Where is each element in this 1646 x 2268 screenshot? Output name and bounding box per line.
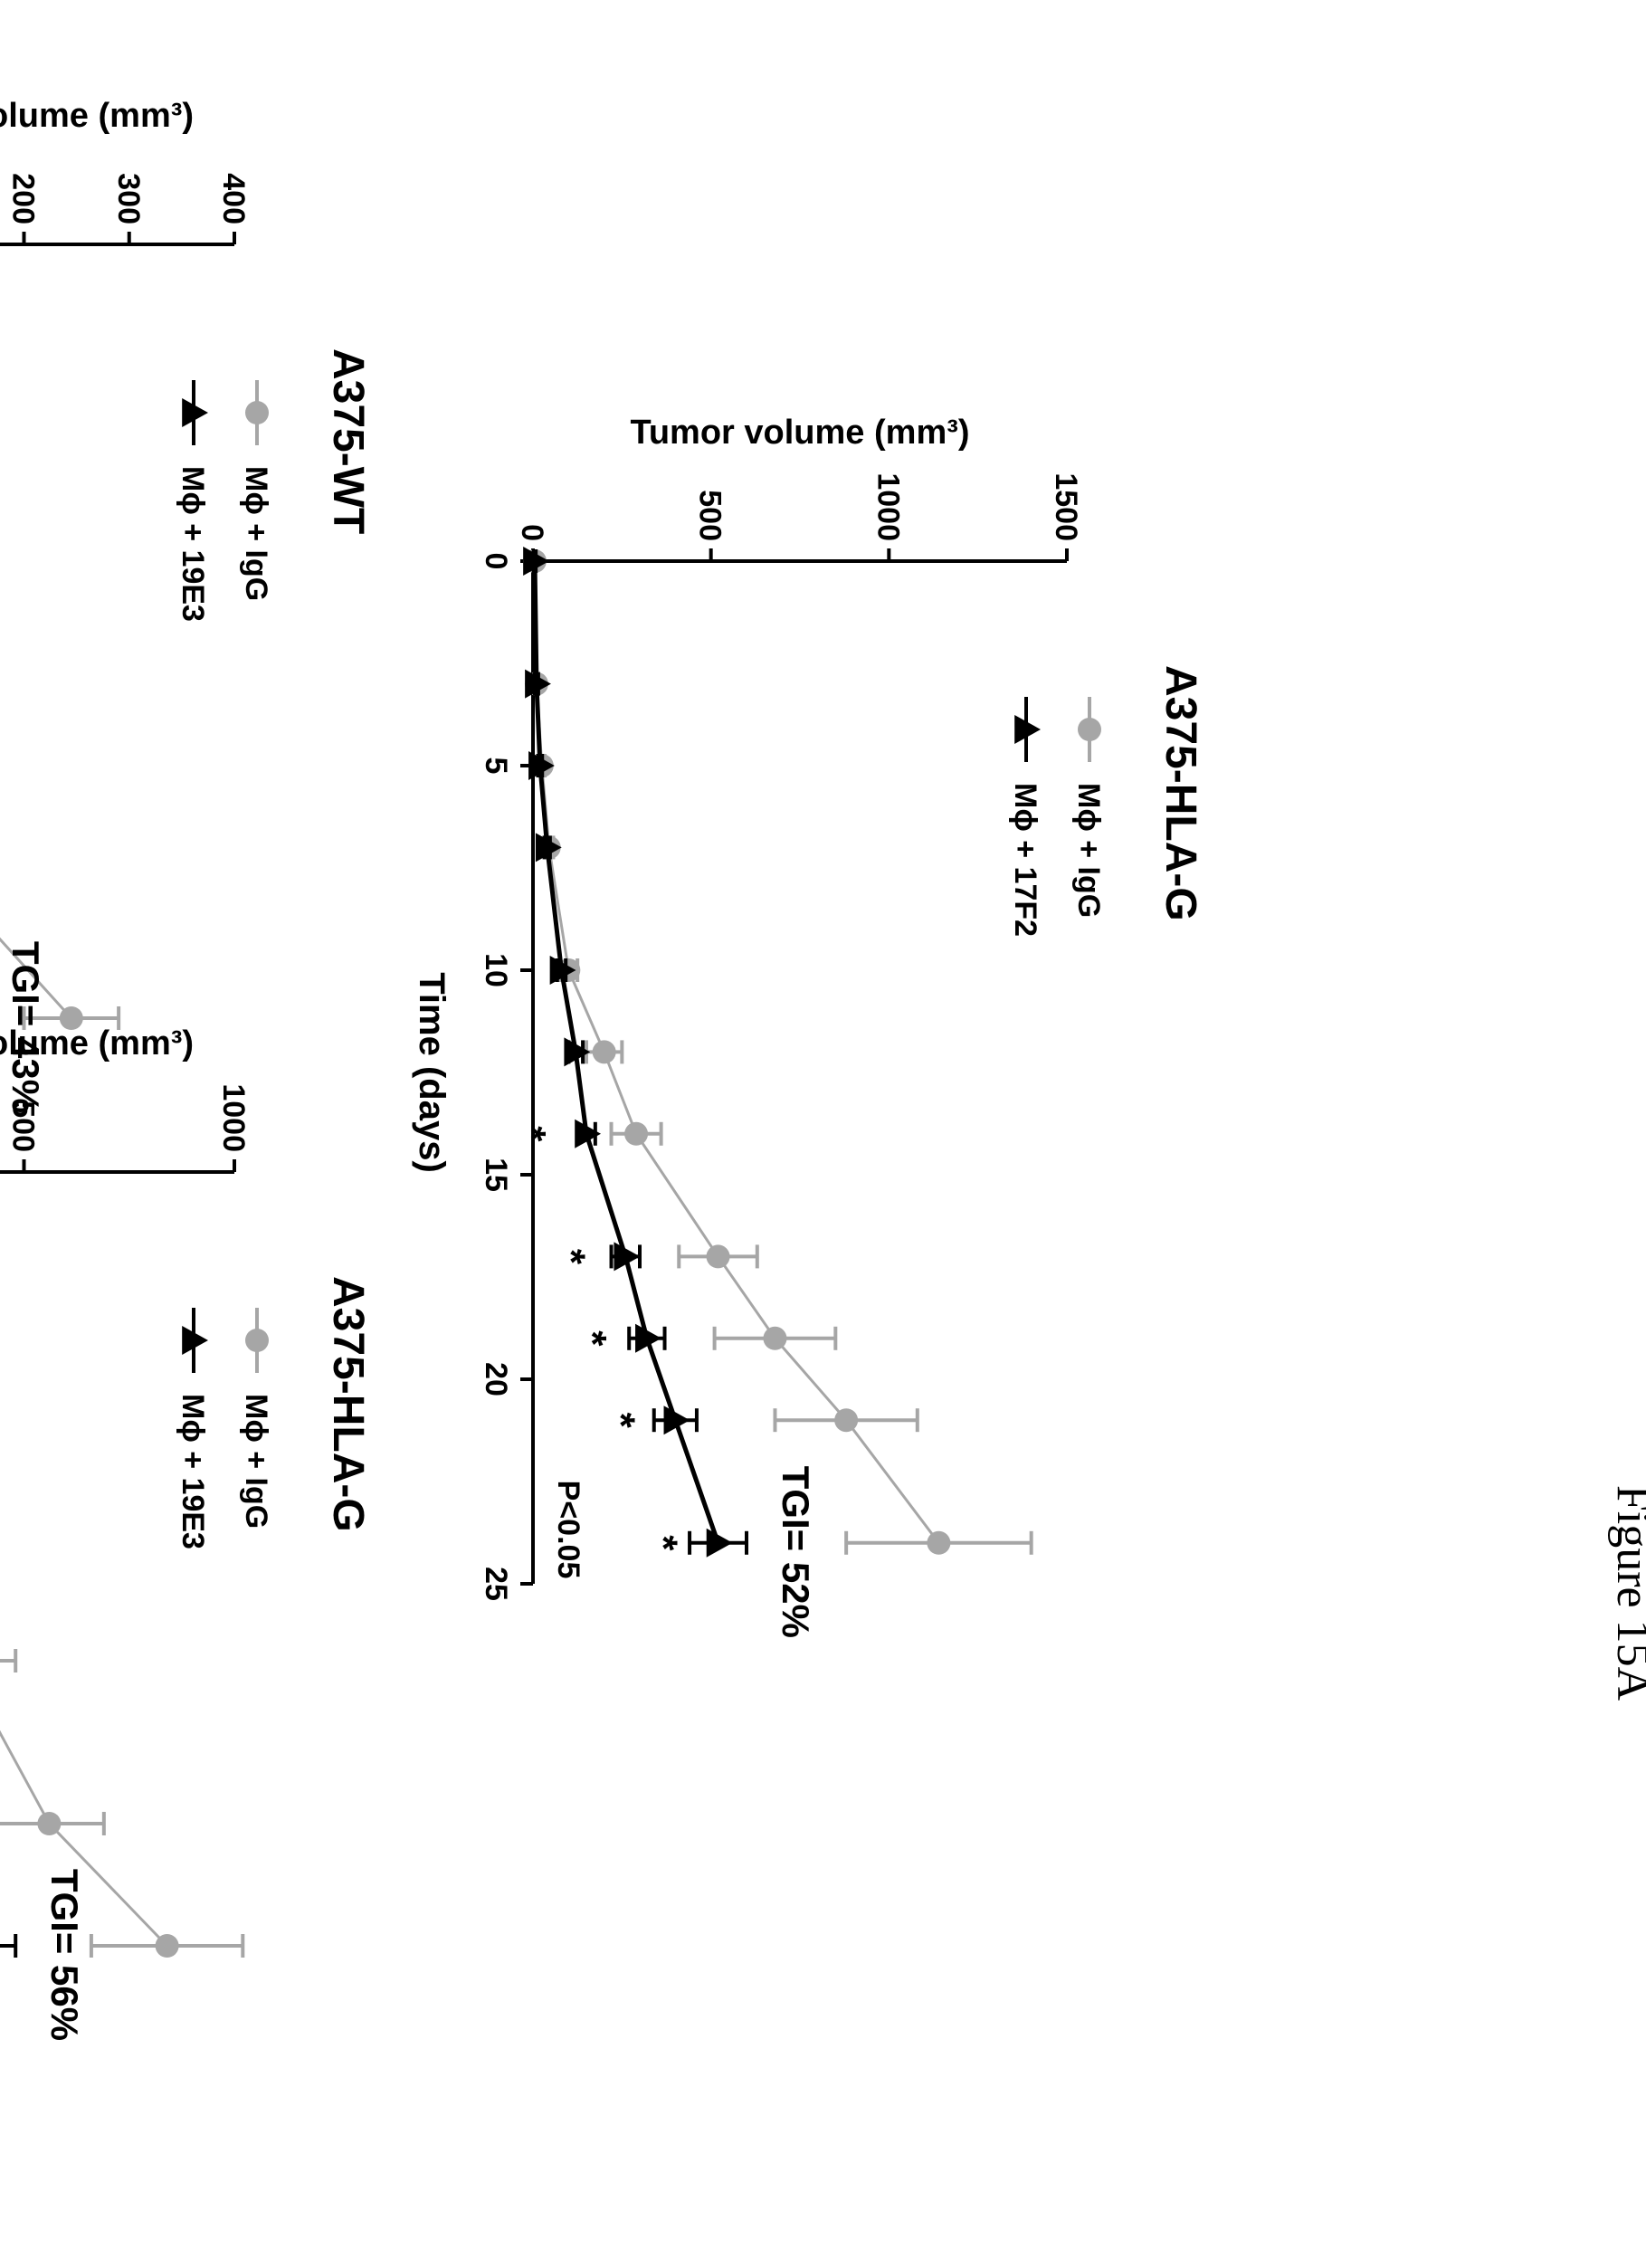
legend-label: Mϕ + 19E3 [176,1394,210,1549]
legend-marker [245,1329,269,1352]
chart-panel-a375-wt: 010020030040005101520Time (days)Tumor vo… [0,97,372,1113]
y-axis-label: Tumor volume (mm³) [0,1024,194,1063]
y-tick-label: 1000 [871,472,905,541]
x-tick-label: 15 [479,1158,513,1192]
data-point [707,1244,730,1268]
error-bar [0,1934,15,1958]
legend-marker [1078,718,1101,741]
data-point [37,1812,61,1835]
legend-label: Mϕ + 17F2 [1008,783,1042,937]
chart-title: A375-HLA-G [324,1276,372,1532]
series-line [0,1172,167,1946]
y-tick-label: 500 [693,490,728,541]
series-1: ** [0,1158,15,1960]
y-tick-label: 1000 [216,1083,251,1152]
tgi-annotation: TGI= 56% [43,1869,86,2041]
data-point [156,1934,179,1958]
x-tick-label: 0 [479,553,513,570]
series-0 [523,549,1032,1555]
x-tick-label: 25 [479,1567,513,1601]
figure-caption: Figure 15A [1607,1485,1646,1701]
y-axis-label: Tumor volume (mm³) [630,414,969,452]
chart-title: A375-WT [324,348,372,534]
chart-panel-a375-hla-g-19e3: 0500100005101520Time (days)Tumor volume … [0,1024,372,2041]
legend-label: Mϕ + IgG [1071,783,1106,918]
x-tick-label: 20 [479,1362,513,1396]
y-tick-label: 200 [6,173,41,224]
data-point [624,1122,648,1146]
significance-star: * [548,1249,593,1265]
significance-star: * [509,1126,554,1142]
data-point [707,1529,733,1558]
error-bar [0,1649,15,1672]
tgi-annotation: TGI= 52% [775,1466,817,1638]
significance-star: * [598,1413,642,1429]
data-point [834,1408,858,1432]
data-point [927,1531,950,1555]
series-line [0,244,71,1018]
y-axis-label: Tumor volume (mm³) [0,97,194,135]
legend-marker [245,401,269,424]
series-0 [0,233,119,1030]
y-tick-label: 300 [111,173,146,224]
significance-star: * [570,1330,614,1347]
y-tick-label: 500 [6,1101,41,1152]
y-tick-label: 400 [216,173,251,224]
legend-label: Mϕ + IgG [239,1394,273,1529]
series-0 [0,1160,243,1958]
y-tick-label: 1500 [1049,472,1083,541]
x-axis-label: Time (days) [412,972,452,1173]
y-tick-label: 0 [515,524,549,541]
x-tick-label: 5 [479,758,513,775]
data-point [593,1040,616,1063]
x-tick-label: 10 [479,953,513,987]
legend-label: Mϕ + IgG [239,466,273,601]
rotated-figure: 0 500 1000 1500 0 5 10 15 20 25 Time (days) Tumor v… [0,97,1204,2041]
chart-panel-a375-hla-g-17f2: 0 500 1000 1500 0 5 10 15 20 25 Time (days) Tumor v… [412,414,1204,1638]
p-value-annotation: P<0.05 [551,1481,585,1579]
series-line [535,561,718,1543]
chart-title: A375-HLA-G [1156,665,1204,921]
data-point [763,1327,786,1350]
series-1: * * * * * [509,547,747,1558]
legend-label: Mϕ + 19E3 [176,466,210,622]
significance-star: * [642,1535,686,1551]
